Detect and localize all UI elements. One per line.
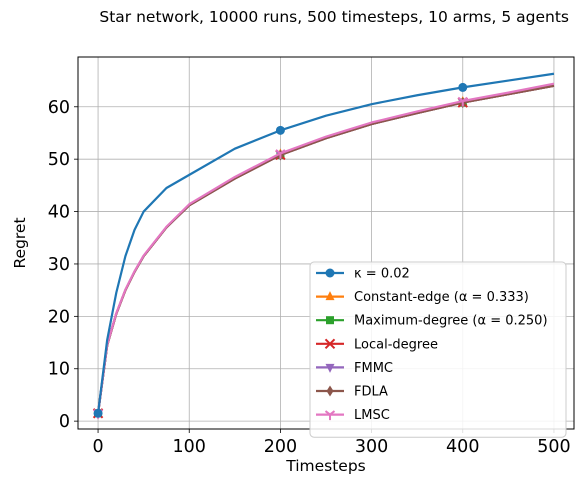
y-axis-label: Regret (11, 217, 29, 268)
marker (458, 82, 468, 92)
y-tick-label: 30 (48, 255, 70, 275)
legend-label: κ = 0.02 (354, 267, 410, 282)
y-tick-label: 10 (48, 360, 70, 380)
legend-label: Constant-edge (α = 0.333) (354, 290, 529, 305)
x-axis-label: Timesteps (285, 457, 366, 475)
legend-label: FMMC (354, 361, 393, 376)
series-group (92, 72, 555, 419)
legend-entry: FMMC (316, 361, 393, 376)
legend: κ = 0.02 Constant-edge (α = 0.333) Maximum… (309, 261, 567, 438)
marker (325, 268, 335, 278)
legend-entry: Constant-edge (α = 0.333) (316, 290, 529, 305)
marker (324, 338, 336, 350)
marker (93, 408, 103, 418)
legend-label: LMSC (354, 408, 390, 423)
legend-label: FDLA (354, 385, 388, 400)
x-tick-label: 100 (173, 437, 206, 457)
marker (324, 410, 336, 421)
series-0 (93, 72, 555, 418)
series-line (96, 72, 555, 414)
ticks: 0 100 200 300 400 500 0 10 20 30 40 50 60 (48, 98, 571, 457)
x-tick-label: 200 (264, 437, 297, 457)
y-tick-label: 40 (48, 203, 70, 223)
series-6 (92, 82, 555, 419)
legend-label: Maximum-degree (α = 0.250) (354, 314, 548, 329)
marker (325, 291, 335, 301)
y-tick-label: 20 (48, 307, 70, 327)
x-tick-label: 300 (355, 437, 388, 457)
legend-box (309, 261, 567, 438)
marker (325, 363, 335, 373)
legend-entry: κ = 0.02 (316, 267, 410, 282)
series-line (96, 82, 555, 414)
legend-entry: LMSC (316, 408, 390, 423)
legend-entry: FDLA (316, 385, 388, 400)
legend-entry: Maximum-degree (α = 0.250) (316, 314, 548, 329)
marker (326, 316, 334, 325)
y-tick-label: 60 (48, 98, 70, 118)
y-tick-label: 0 (59, 412, 70, 432)
marker (326, 385, 334, 397)
marker (457, 96, 468, 107)
y-tick-label: 50 (48, 150, 70, 170)
marker (275, 125, 285, 135)
x-tick-label: 400 (446, 437, 479, 457)
x-tick-label: 500 (537, 437, 570, 457)
marker (275, 149, 286, 159)
x-tick-label: 0 (92, 437, 103, 457)
legend-entry: Local-degree (316, 337, 438, 352)
legend-label: Local-degree (354, 337, 438, 352)
chart-title: Star network, 10000 runs, 500 timesteps,… (99, 8, 569, 26)
